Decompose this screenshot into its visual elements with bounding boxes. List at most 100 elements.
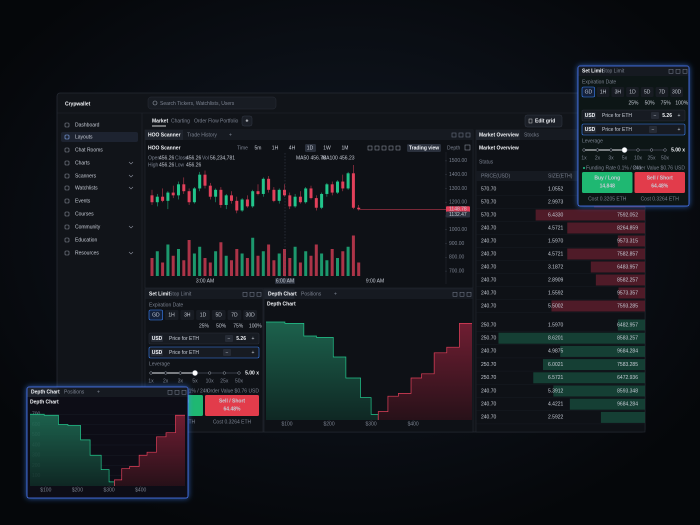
view-button[interactable]: Depth [447,146,461,152]
panel-icon[interactable] [256,291,262,297]
add-tab[interactable]: + [334,292,337,298]
view-button[interactable]: Trading view [409,146,439,152]
sidebar-item[interactable]: Events [75,199,91,205]
sell-button[interactable] [634,172,686,193]
workspace-tab[interactable]: Charting [171,118,190,124]
timeframe[interactable]: 4H [289,146,296,152]
price-input[interactable] [581,109,686,122]
panel-tab[interactable]: Positions [64,390,85,396]
duration-button[interactable] [626,87,639,97]
fullscreen[interactable] [464,144,471,151]
panel-icon[interactable] [458,132,464,138]
panel-tab[interactable]: Stocks [524,133,540,139]
sidebar-item[interactable]: Layouts [75,135,93,141]
duration-button[interactable] [596,87,610,97]
duration-button[interactable] [243,310,257,320]
panel-icon[interactable] [465,132,471,138]
panel-tab[interactable]: Set Limit [582,69,603,75]
percent-option[interactable]: 100% [675,100,688,106]
plus[interactable]: + [678,127,681,133]
timeframe[interactable]: 1M [342,146,349,152]
duration-button[interactable] [670,87,683,97]
minus-button[interactable] [225,335,233,342]
search-box[interactable] [147,96,277,110]
panel-tab[interactable]: Depth Chart [31,390,60,396]
duration-button[interactable] [164,310,179,320]
panel-tab[interactable]: Stop Limit [169,292,192,298]
panel-tab[interactable]: HOO Scanner [148,133,181,139]
price-input[interactable] [148,346,260,359]
add-tab[interactable]: + [229,133,232,139]
panel-icon[interactable] [174,389,180,395]
panel-icon[interactable] [466,291,472,297]
drawing-tool[interactable] [367,145,373,151]
percent-option[interactable]: 75% [661,100,672,106]
panel-tab[interactable]: Positions [301,292,322,298]
minus-button[interactable] [223,349,231,356]
minus-button[interactable] [649,126,657,133]
percent-option[interactable]: 25% [628,100,639,106]
panel-tab[interactable]: Trade History [187,133,217,139]
duration-button[interactable] [227,310,242,320]
percent-option[interactable]: 50% [216,323,227,329]
duration-button[interactable] [180,310,195,320]
timeframe[interactable]: 1W [323,146,331,152]
sidebar-item[interactable]: Chat Rooms [75,148,103,154]
duration-button[interactable] [211,310,226,320]
percent-option[interactable]: 100% [249,323,262,329]
price-input[interactable] [581,123,686,136]
plus[interactable]: + [678,113,681,119]
duration-button[interactable] [148,309,164,321]
add-tab-button[interactable] [241,115,253,127]
minus-button[interactable] [651,112,659,119]
panel-icon[interactable] [451,132,457,138]
panel-tab[interactable]: Stop Limit [602,69,625,75]
duration-button[interactable] [196,310,210,320]
duration-button[interactable] [581,86,596,98]
edit-grid-button[interactable] [524,114,563,128]
timeframe[interactable]: 1D [307,146,314,152]
buy-button[interactable] [582,172,633,193]
sidebar-item[interactable]: Education [75,238,97,244]
panel-tab[interactable]: Market Overview [479,133,519,139]
duration-button[interactable] [655,87,669,97]
drawing-tool[interactable] [388,145,394,151]
duration-button[interactable] [640,87,654,97]
workspace-tab[interactable]: Market [152,118,168,124]
drawing-tool[interactable] [395,145,401,151]
percent-option[interactable]: 75% [233,323,244,329]
panel-icon[interactable] [249,291,255,297]
panel-icon[interactable] [181,389,187,395]
sidebar-item[interactable]: Scanners [75,174,97,180]
workspace-tab[interactable]: Order Flow [194,118,219,124]
panel-tab[interactable]: Set Limit [149,292,170,298]
sidebar-item[interactable]: Resources [75,251,99,257]
sidebar-item[interactable]: Community [75,225,101,231]
leverage-knob[interactable] [192,370,198,376]
sidebar-item[interactable]: Watchlists [75,186,98,192]
panel-icon[interactable] [459,291,465,297]
workspace-tab[interactable]: Portfolio [220,118,239,124]
plus[interactable]: + [252,336,255,342]
sidebar-item[interactable]: Courses [75,212,94,218]
panel-icon[interactable] [668,69,674,74]
panel-icon[interactable] [682,69,688,74]
add-tab[interactable]: + [97,390,100,396]
leverage-knob[interactable] [621,147,628,153]
drawing-tool[interactable] [381,145,387,151]
timeframe[interactable]: 5m [255,146,262,152]
panel-icon[interactable] [242,291,248,297]
duration-button[interactable] [611,87,625,97]
plus[interactable]: + [252,350,255,356]
panel-icon[interactable] [675,69,681,74]
percent-option[interactable]: 25% [199,323,210,329]
percent-option[interactable]: 50% [645,100,656,106]
drawing-tool[interactable] [374,145,380,151]
sidebar-item[interactable]: Dashboard [75,123,100,129]
panel-icon[interactable] [452,291,458,297]
panel-icon[interactable] [167,389,173,395]
timeframe[interactable]: 1H [272,146,279,152]
sell-button[interactable] [205,395,259,416]
panel-tab[interactable]: Depth Chart [268,292,297,298]
sidebar-item[interactable]: Charts [75,161,90,167]
